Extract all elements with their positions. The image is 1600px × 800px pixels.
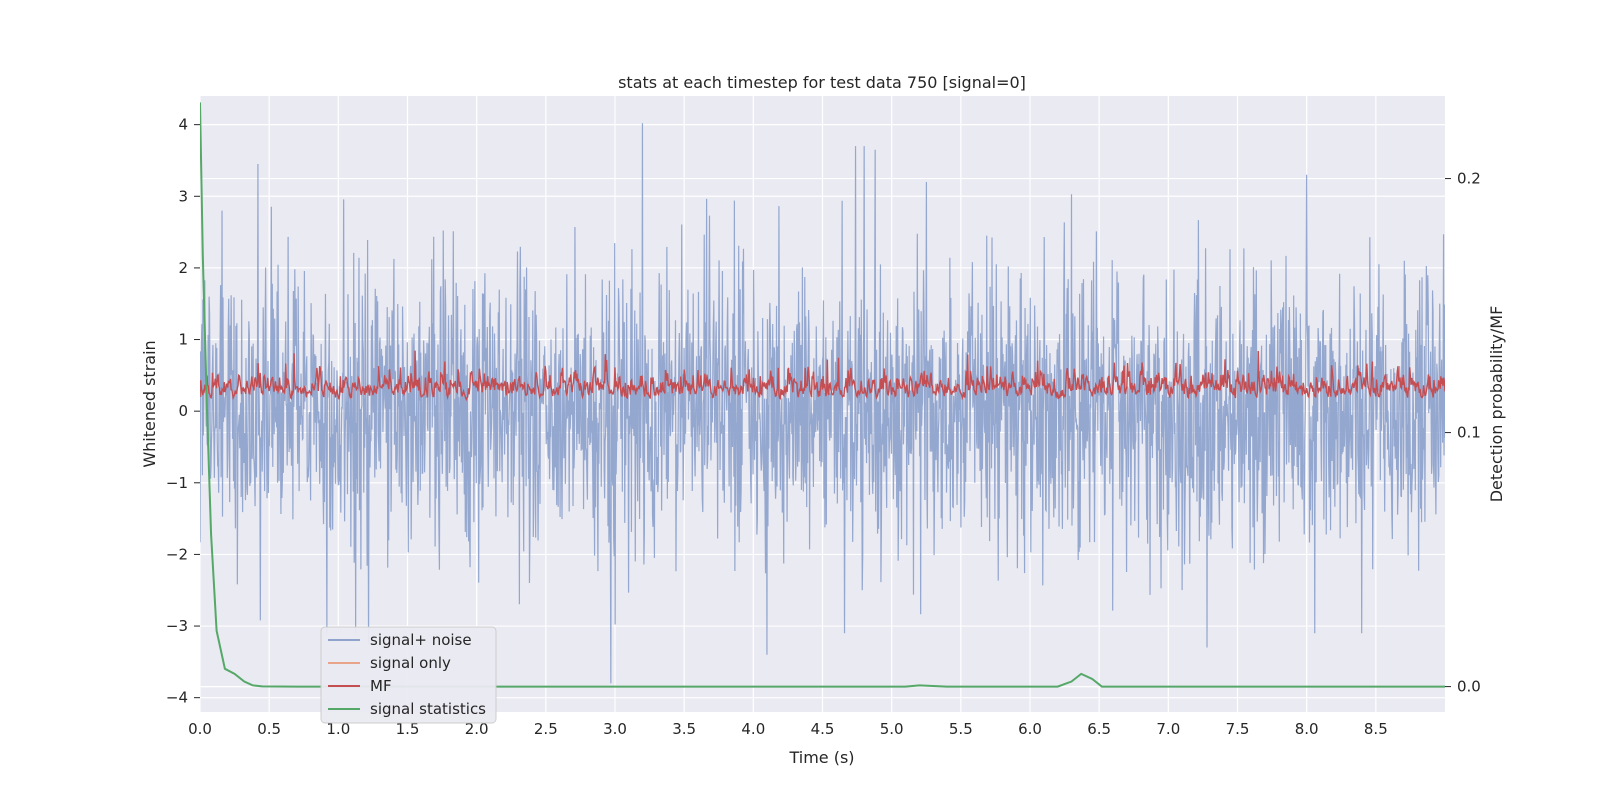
- x-tick-label: 3.5: [672, 720, 696, 738]
- y-axis-label: Whitened strain: [140, 340, 159, 467]
- legend-label-signal-only: signal only: [370, 654, 451, 672]
- legend-label-signal-noise: signal+ noise: [370, 631, 472, 649]
- x-tick-label: 3.0: [603, 720, 627, 738]
- x-tick-label: 0.0: [188, 720, 212, 738]
- x-tick-label: 1.0: [326, 720, 350, 738]
- x-axis-label: Time (s): [788, 748, 854, 767]
- x-tick-label: 1.5: [396, 720, 420, 738]
- y-tick-label: −4: [166, 689, 188, 707]
- y-tick-label: 1: [178, 331, 188, 349]
- legend-box: [320, 626, 497, 724]
- y-tick-label: −1: [166, 474, 188, 492]
- x-tick-label: 0.5: [257, 720, 281, 738]
- y2-tick-label: 0.2: [1457, 170, 1481, 188]
- x-tick-label: 5.0: [880, 720, 904, 738]
- x-tick-label: 4.0: [741, 720, 765, 738]
- x-tick-label: 2.0: [465, 720, 489, 738]
- x-ticks: 0.0 0.5 1.0 1.5 2.0 2.5 3.0 3.5 4.0 4.5 5.0 5.5 6.0 6…: [188, 720, 1388, 738]
- x-tick-label: 2.5: [534, 720, 558, 738]
- x-tick-label: 8.5: [1364, 720, 1388, 738]
- y-tick-label: 4: [178, 116, 188, 134]
- series-mf: [200, 350, 1445, 402]
- series-signal-statistics: [200, 102, 1445, 688]
- x-tick-label: 6.0: [1018, 720, 1042, 738]
- chart-title: stats at each timestep for test data 750…: [618, 73, 1026, 92]
- y-tick-label: −2: [166, 545, 188, 563]
- y2-tick-label: 0.0: [1457, 678, 1481, 696]
- x-tick-label: 7.0: [1156, 720, 1180, 738]
- y-tick-label: 2: [178, 259, 188, 277]
- x-tick-label: 5.5: [949, 720, 973, 738]
- y-tick-label: 3: [178, 187, 188, 205]
- x-tick-label: 4.5: [811, 720, 835, 738]
- legend-label-mf: MF: [370, 677, 392, 695]
- y2-axis-label: Detection probability/MF: [1487, 306, 1506, 503]
- x-tick-label: 7.5: [1226, 720, 1250, 738]
- signal-statistics-line: [200, 102, 1445, 688]
- x-tick-label: 6.5: [1087, 720, 1111, 738]
- mf-line: [200, 350, 1445, 402]
- y2-ticks: 0.2 0.1 0.0: [1445, 170, 1481, 696]
- y-tick-label: 0: [178, 402, 188, 420]
- legend-label-signal-statistics: signal statistics: [370, 700, 486, 718]
- y-ticks: 4 3 2 1 0 −1 −2 −3 −4: [166, 116, 200, 707]
- x-tick-label: 8.0: [1295, 720, 1319, 738]
- y-tick-label: −3: [166, 617, 188, 635]
- legend: signal+ noise signal only MF signal stat…: [320, 626, 497, 724]
- y2-tick-label: 0.1: [1457, 424, 1481, 442]
